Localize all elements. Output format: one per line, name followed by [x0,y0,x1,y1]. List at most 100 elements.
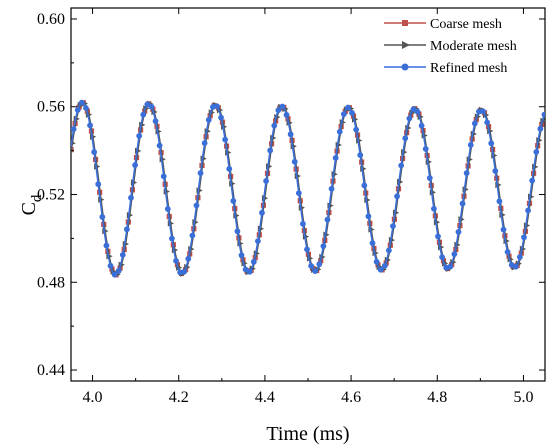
legend-marker-refined [401,63,409,71]
marker-refined [295,190,302,197]
marker-refined [279,103,286,110]
marker-refined [369,240,376,246]
marker-refined [74,107,81,113]
legend-item-refined: Refined mesh [384,61,507,76]
marker-refined [484,119,491,126]
marker-refined [463,170,470,176]
marker-refined [300,220,306,227]
marker-refined [103,242,110,249]
legend-item-coarse: Coarse mesh [384,17,502,32]
marker-refined [214,103,220,110]
legend-label-moderate: Moderate mesh [430,39,517,54]
marker-refined [406,115,413,122]
legend-marker-moderate [402,41,410,49]
marker-refined [136,133,143,139]
marker-refined [533,148,540,155]
marker-refined [336,128,343,135]
y-tick-label: 0.48 [37,274,65,291]
marker-refined [189,232,196,239]
marker-refined [381,262,388,269]
marker-refined [267,147,274,154]
marker-refined [398,162,405,169]
marker-refined [283,112,290,118]
marker-refined [320,243,327,250]
marker-refined [402,135,409,142]
marker-refined [193,202,200,209]
marker-refined [390,223,396,229]
marker-refined [259,209,265,216]
marker-refined [357,152,364,158]
marker-refined [394,193,400,200]
marker-refined [492,168,499,174]
x-tick-label: 4.8 [427,389,447,406]
marker-refined [541,111,545,118]
legend-marker-coarse [402,20,408,26]
marker-refined [332,155,339,161]
marker-refined [87,122,93,129]
marker-refined [128,194,134,201]
marker-refined [250,258,257,265]
marker-refined [78,99,85,106]
y-tick-label: 0.44 [37,362,65,379]
marker-refined [263,178,269,184]
x-tick-label: 4.2 [169,389,189,406]
marker-refined [197,170,204,176]
marker-refined [156,142,163,149]
marker-refined [246,268,253,275]
marker-refined [132,162,138,168]
marker-refined [169,235,175,242]
marker-refined [218,114,224,121]
marker-refined [496,198,503,205]
marker-refined [426,175,433,181]
x-tick-label: 5.0 [513,389,533,406]
marker-refined [291,158,298,165]
x-tick-label: 4.6 [341,389,361,406]
marker-refined [361,182,368,189]
marker-refined [95,181,102,188]
y-axis-title: Cd [18,194,45,215]
marker-refined [529,177,536,184]
marker-refined [234,228,241,235]
marker-refined [455,229,462,235]
marker-refined [471,120,478,127]
legend-label-coarse: Coarse mesh [430,17,502,32]
marker-refined [516,254,523,260]
marker-refined [316,261,323,268]
marker-refined [201,140,208,146]
x-tick-label: 4.4 [255,389,275,406]
marker-refined [185,255,192,262]
marker-refined [431,205,437,212]
marker-refined [254,238,261,245]
series-layer [71,99,545,278]
marker-refined [512,263,519,270]
marker-refined [328,185,335,192]
marker-refined [345,104,351,111]
legend-item-moderate: Moderate mesh [384,39,517,54]
marker-refined [377,266,384,273]
marker-refined [107,262,114,269]
marker-refined [173,257,179,264]
marker-refined [435,233,441,240]
svg-text:Cd: Cd [18,194,45,215]
marker-refined [164,206,171,212]
marker-refined [500,226,507,233]
marker-refined [140,111,147,118]
marker-refined [91,149,98,155]
marker-refined [123,226,130,233]
marker-refined [349,110,355,116]
y-tick-label: 0.60 [37,11,65,28]
marker-refined [308,263,315,269]
marker-refined [222,136,229,143]
marker-refined [447,263,454,270]
marker-refined [230,198,237,204]
marker-refined [504,249,511,255]
marker-refined [238,252,245,259]
axis-layer: 4.0 4.2 4.4 4.6 4.8 5.0 0.44 0.48 0.52 0.56 0.60 [37,8,545,406]
y-axis-title-main: C [18,202,40,215]
marker-refined [226,165,233,172]
marker-refined [205,117,212,123]
marker-refined [71,126,77,132]
marker-refined [287,131,294,138]
